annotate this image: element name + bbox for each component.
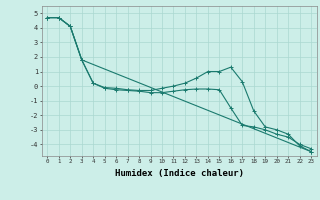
X-axis label: Humidex (Indice chaleur): Humidex (Indice chaleur) bbox=[115, 169, 244, 178]
